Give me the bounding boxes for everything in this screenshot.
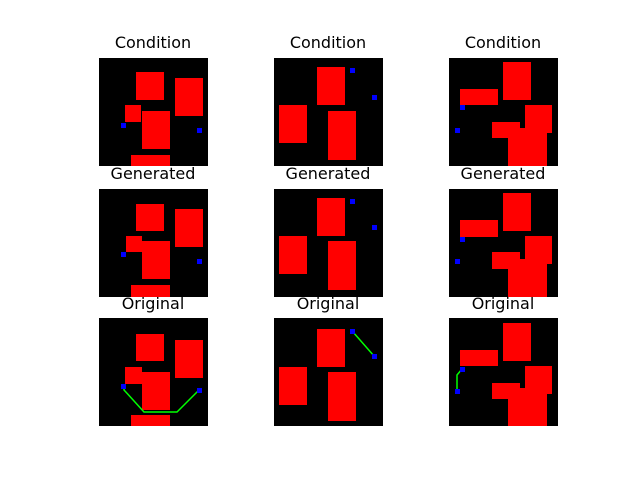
block (328, 372, 356, 421)
block (317, 198, 345, 236)
block (136, 72, 164, 100)
point (350, 329, 355, 334)
block (508, 388, 547, 426)
block (142, 241, 170, 279)
point (460, 237, 465, 242)
point (197, 259, 202, 264)
block (317, 67, 345, 105)
block (175, 78, 203, 116)
point (372, 225, 377, 230)
point (350, 199, 355, 204)
block (126, 236, 142, 252)
original-panel-1 (99, 318, 208, 426)
generated-panel-1 (99, 189, 208, 297)
block (328, 111, 356, 160)
block (175, 340, 203, 378)
point (460, 105, 465, 110)
block (142, 111, 170, 149)
title-row3-col2: Original (296, 294, 360, 313)
block (503, 323, 531, 361)
block (508, 259, 547, 297)
title-row1-col2: Condition (289, 33, 367, 52)
block (279, 367, 307, 405)
block (317, 329, 345, 367)
block (131, 415, 170, 426)
generated-panel-3 (449, 189, 558, 297)
original-panel-3 (449, 318, 558, 426)
title-row1-col3: Condition (464, 33, 542, 52)
title-row2-col1: Generated (110, 164, 196, 183)
title-row2-col2: Generated (285, 164, 371, 183)
block (279, 105, 307, 143)
block (279, 236, 307, 274)
condition-panel-3 (449, 58, 558, 166)
block (460, 220, 498, 237)
block (136, 204, 164, 231)
point (455, 128, 460, 133)
block (136, 334, 164, 361)
block (125, 367, 142, 384)
block (503, 62, 531, 100)
title-row3-col3: Original (471, 294, 535, 313)
block (131, 155, 170, 166)
block (328, 241, 356, 290)
block (142, 372, 170, 410)
path-line (352, 331, 375, 357)
point (121, 252, 126, 257)
point (372, 95, 377, 100)
block (508, 128, 547, 166)
condition-panel-2 (274, 58, 383, 166)
title-row1-col1: Condition (114, 33, 192, 52)
point (121, 123, 126, 128)
point (350, 68, 355, 73)
condition-panel-1 (99, 58, 208, 166)
block (503, 193, 531, 231)
block (125, 105, 141, 122)
title-row2-col3: Generated (460, 164, 546, 183)
title-row3-col1: Original (121, 294, 185, 313)
original-panel-2 (274, 318, 383, 426)
point (455, 259, 460, 264)
point (197, 388, 202, 393)
point (460, 367, 465, 372)
point (455, 389, 460, 394)
point (121, 384, 126, 389)
generated-panel-2 (274, 189, 383, 297)
point (197, 128, 202, 133)
block (131, 285, 170, 297)
point (372, 354, 377, 359)
block (460, 89, 498, 105)
block (175, 209, 203, 247)
block (460, 350, 498, 366)
path-line (456, 368, 463, 391)
